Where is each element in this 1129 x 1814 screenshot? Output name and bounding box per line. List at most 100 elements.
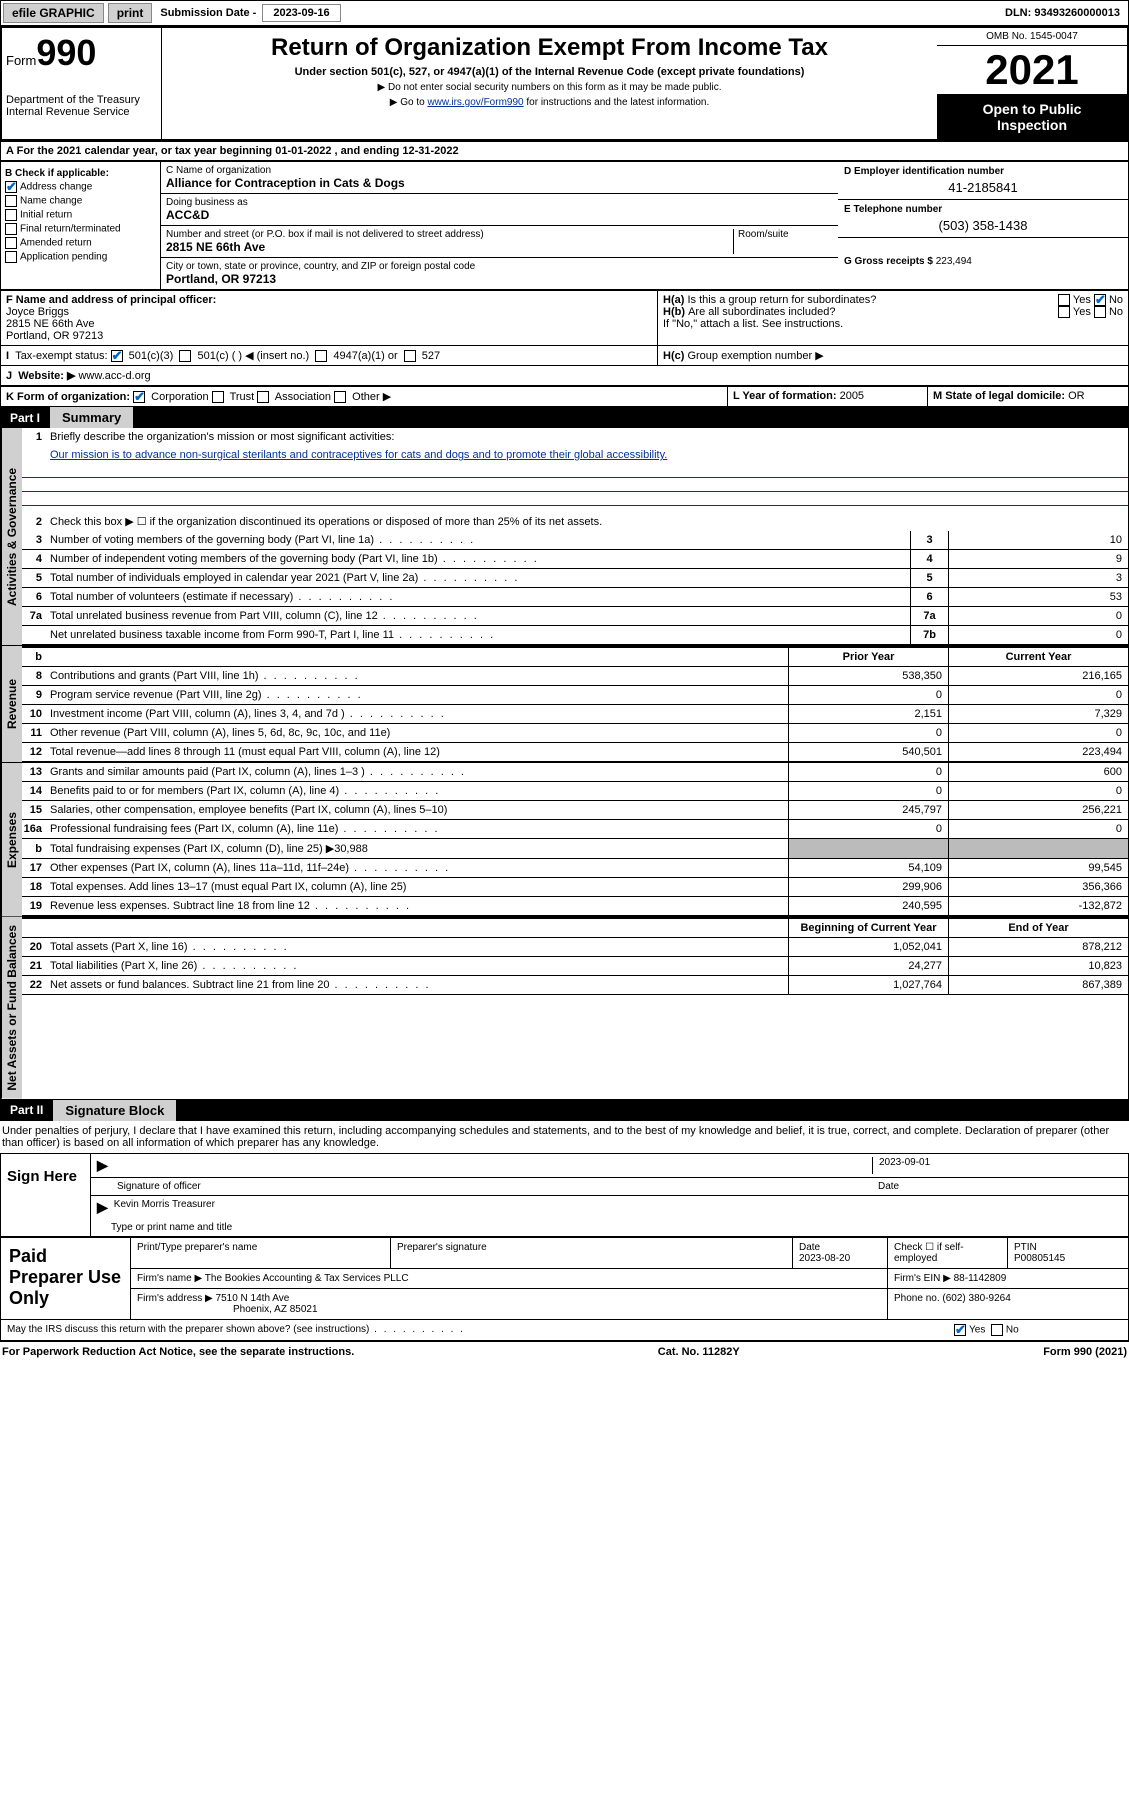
section-f: F Name and address of principal officer:… <box>1 291 658 345</box>
part2-header: Part II Signature Block <box>0 1100 1129 1121</box>
line18-cy: 356,366 <box>948 878 1128 896</box>
line8-cy: 216,165 <box>948 667 1128 685</box>
section-k: K Form of organization: Corporation Trus… <box>1 387 728 406</box>
print-button[interactable]: print <box>108 3 153 23</box>
section-d: D Employer identification number41-21858… <box>838 162 1128 200</box>
officer-signature-line[interactable] <box>114 1157 872 1174</box>
line22-cy: 867,389 <box>948 976 1128 994</box>
line5-value: 3 <box>948 569 1128 587</box>
section-m: M State of legal domicile: OR <box>928 387 1128 406</box>
officer-city: Portland, OR 97213 <box>6 330 103 342</box>
summary-revenue: Revenue bPrior YearCurrent Year 8Contrib… <box>0 646 1129 763</box>
sig-officer-label: Signature of officer <box>97 1181 872 1192</box>
summary-expenses: Expenses 13Grants and similar amounts pa… <box>0 763 1129 917</box>
firm-addr-label: Firm's address ▶ <box>137 1293 213 1304</box>
line7a-value: 0 <box>948 607 1128 625</box>
entity-block: B Check if applicable: Address change Na… <box>0 161 1129 290</box>
line4-label: Number of independent voting members of … <box>48 550 910 568</box>
checkbox-address-change[interactable] <box>5 181 17 193</box>
line1-label: Briefly describe the organization's miss… <box>48 428 1128 446</box>
line21-label: Total liabilities (Part X, line 26) <box>48 957 788 975</box>
line15-label: Salaries, other compensation, employee b… <box>48 801 788 819</box>
line9-label: Program service revenue (Part VIII, line… <box>48 686 788 704</box>
line10-label: Investment income (Part VIII, column (A)… <box>48 705 788 723</box>
k-corp[interactable] <box>133 391 145 403</box>
hb-yes[interactable] <box>1058 306 1070 318</box>
line18-label: Total expenses. Add lines 13–17 (must eq… <box>48 878 788 896</box>
line19-label: Revenue less expenses. Subtract line 18 … <box>48 897 788 915</box>
line21-cy: 10,823 <box>948 957 1128 975</box>
discuss-no[interactable] <box>991 1324 1003 1336</box>
firm-ein: 88-1142809 <box>954 1273 1007 1284</box>
dln: DLN: 93493260000013 <box>997 5 1128 21</box>
line22-py: 1,027,764 <box>788 976 948 994</box>
line14-cy: 0 <box>948 782 1128 800</box>
line12-label: Total revenue—add lines 8 through 11 (mu… <box>48 743 788 761</box>
section-g: G Gross receipts $ 223,494 <box>838 238 1128 271</box>
section-hc: H(c) Group exemption number ▶ <box>658 346 1128 365</box>
mission-text: Our mission is to advance non-surgical s… <box>48 446 1128 464</box>
arrow-icon: ▶ <box>97 1199 108 1216</box>
col-boy: Beginning of Current Year <box>788 919 948 937</box>
ha-no[interactable] <box>1094 294 1106 306</box>
sign-here-block: Sign Here ▶ 2023-09-01 Signature of offi… <box>0 1153 1129 1238</box>
prep-date-label: Date2023-08-20 <box>793 1238 888 1268</box>
firm-phone: (602) 380-9264 <box>942 1293 1010 1304</box>
prep-date: 2023-08-20 <box>799 1253 850 1264</box>
discuss-yes[interactable] <box>954 1324 966 1336</box>
cat-no: Cat. No. 11282Y <box>658 1346 740 1358</box>
ptin-value: P00805145 <box>1014 1253 1065 1264</box>
checkbox-final[interactable] <box>5 223 17 235</box>
line13-label: Grants and similar amounts paid (Part IX… <box>48 763 788 781</box>
k-assoc[interactable] <box>257 391 269 403</box>
dept-treasury: Department of the Treasury <box>6 94 157 106</box>
line15-cy: 256,221 <box>948 801 1128 819</box>
line6-value: 53 <box>948 588 1128 606</box>
signer-name: Kevin Morris Treasurer <box>114 1199 215 1216</box>
form-number: Form990 <box>6 32 157 74</box>
irs-link[interactable]: www.irs.gov/Form990 <box>427 97 523 108</box>
prep-self-employed: Check ☐ if self-employed <box>888 1238 1008 1268</box>
officer-name: Joyce Briggs <box>6 306 69 318</box>
i-501c[interactable] <box>179 350 191 362</box>
paid-preparer-label: Paid Preparer Use Only <box>1 1238 131 1319</box>
col-current-year: Current Year <box>948 648 1128 666</box>
efile-button[interactable]: efile GRAPHIC <box>3 3 104 23</box>
discuss-question: May the IRS discuss this return with the… <box>7 1324 465 1335</box>
checkbox-initial[interactable] <box>5 209 17 221</box>
sign-date: 2023-09-01 <box>872 1157 1122 1174</box>
form-note2: ▶ Go to www.irs.gov/Form990 for instruct… <box>168 97 931 108</box>
page-footer: For Paperwork Reduction Act Notice, see … <box>0 1342 1129 1362</box>
line20-label: Total assets (Part X, line 16) <box>48 938 788 956</box>
tab-revenue: Revenue <box>1 646 22 762</box>
line16a-py: 0 <box>788 820 948 838</box>
line20-cy: 878,212 <box>948 938 1128 956</box>
k-trust[interactable] <box>212 391 224 403</box>
i-4947[interactable] <box>315 350 327 362</box>
line-a: A For the 2021 calendar year, or tax yea… <box>0 141 1129 161</box>
ha-yes[interactable] <box>1058 294 1070 306</box>
hb-note: If "No," attach a list. See instructions… <box>663 318 1123 330</box>
pra-notice: For Paperwork Reduction Act Notice, see … <box>2 1346 354 1358</box>
checkbox-amended[interactable] <box>5 237 17 249</box>
line7b-value: 0 <box>948 626 1128 644</box>
org-street: 2815 NE 66th Ave <box>166 240 265 254</box>
line12-cy: 223,494 <box>948 743 1128 761</box>
irs-label: Internal Revenue Service <box>6 106 157 118</box>
line19-cy: -132,872 <box>948 897 1128 915</box>
checkbox-name-change[interactable] <box>5 195 17 207</box>
public-inspection: Open to PublicInspection <box>937 95 1127 139</box>
i-501c3[interactable] <box>111 350 123 362</box>
checkbox-application[interactable] <box>5 251 17 263</box>
line11-py: 0 <box>788 724 948 742</box>
k-other[interactable] <box>334 391 346 403</box>
section-e: E Telephone number(503) 358-1438 <box>838 200 1128 238</box>
line3-value: 10 <box>948 531 1128 549</box>
sig-date-label: Date <box>872 1181 1122 1192</box>
i-527[interactable] <box>404 350 416 362</box>
line5-label: Total number of individuals employed in … <box>48 569 910 587</box>
hb-no[interactable] <box>1094 306 1106 318</box>
line22-label: Net assets or fund balances. Subtract li… <box>48 976 788 994</box>
line6-label: Total number of volunteers (estimate if … <box>48 588 910 606</box>
summary-net-assets: Net Assets or Fund Balances Beginning of… <box>0 917 1129 1100</box>
